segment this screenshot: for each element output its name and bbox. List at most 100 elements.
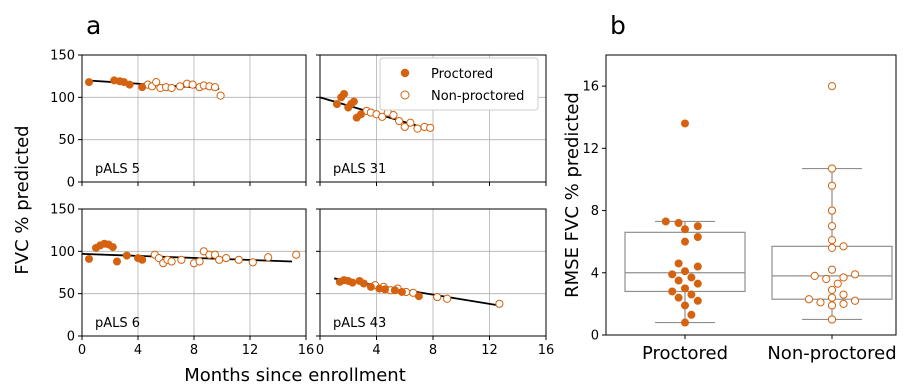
subplot-label: pALS 5 bbox=[95, 162, 140, 177]
proctored-point bbox=[681, 284, 689, 293]
subplot-pals-43: 0 4 8 12 16 pALS 43 bbox=[316, 208, 555, 358]
category-label: Non-proctored bbox=[767, 343, 896, 364]
trend-line bbox=[81, 252, 293, 263]
non-proctored-point bbox=[152, 77, 161, 87]
x-tick-label: 16 bbox=[298, 343, 315, 358]
non-proctored-point bbox=[495, 299, 504, 308]
proctored-point bbox=[125, 80, 134, 89]
non-proctored-point bbox=[175, 82, 185, 91]
non-proctored-point bbox=[413, 124, 422, 133]
x-tick-label: 16 bbox=[538, 343, 555, 358]
y-tick-label: 8 bbox=[591, 204, 599, 219]
subplot-label: pALS 6 bbox=[95, 316, 140, 331]
proctored-point bbox=[380, 285, 389, 294]
non-proctored-point bbox=[389, 111, 398, 120]
non-proctored-point bbox=[822, 274, 831, 284]
non-proctored-point bbox=[216, 91, 225, 100]
subplot-pals-5: 0 50 100 150 pALS 5 bbox=[50, 49, 307, 191]
y-tick-label: 50 bbox=[58, 287, 75, 302]
subplot-pals-6: 0 4 8 12 16 0 50 100 150 pALS 6 bbox=[50, 203, 314, 359]
legend-proctored-marker bbox=[400, 68, 410, 78]
non-proctored-point bbox=[292, 250, 301, 259]
y-tick-label: 0 bbox=[67, 176, 75, 191]
x-tick-label: 8 bbox=[429, 343, 437, 358]
panel-b-y-axis-label: RMSE FVC % predicted bbox=[562, 92, 583, 298]
y-tick-label: 100 bbox=[50, 91, 75, 106]
y-tick-label: 150 bbox=[50, 203, 75, 218]
legend-non-proctored-label: Non-proctored bbox=[431, 89, 524, 104]
proctored-point bbox=[674, 259, 683, 268]
box-proctored bbox=[624, 119, 746, 327]
subplot-label: pALS 43 bbox=[333, 316, 386, 331]
x-tick-label: 4 bbox=[372, 343, 380, 358]
proctored-point bbox=[390, 286, 399, 295]
non-proctored-point bbox=[426, 123, 435, 132]
proctored-point bbox=[85, 254, 93, 263]
proctored-point bbox=[366, 282, 375, 291]
non-proctored-point bbox=[222, 254, 231, 263]
non-proctored-point bbox=[177, 255, 186, 264]
proctored-point bbox=[687, 290, 696, 299]
non-proctored-point bbox=[433, 292, 442, 302]
y-tick-label: 150 bbox=[50, 49, 75, 64]
category-label: Proctored bbox=[642, 343, 728, 364]
non-proctored-point bbox=[827, 243, 837, 252]
y-tick-label: 16 bbox=[582, 80, 599, 95]
proctored-point bbox=[113, 257, 121, 266]
box-non-proctored bbox=[771, 82, 893, 324]
y-tick-label: 0 bbox=[591, 329, 599, 344]
panel-b-label: b bbox=[610, 11, 626, 40]
non-proctored-point bbox=[839, 242, 848, 251]
non-proctored-point bbox=[827, 315, 837, 324]
y-tick-label: 12 bbox=[582, 142, 599, 157]
non-proctored-point bbox=[215, 255, 224, 264]
proctored-point bbox=[340, 89, 349, 98]
non-proctored-point bbox=[839, 299, 848, 308]
proctored-point bbox=[681, 225, 689, 234]
legend-proctored-label: Proctored bbox=[431, 67, 493, 82]
proctored-point bbox=[414, 292, 423, 301]
non-proctored-point bbox=[839, 273, 848, 282]
non-proctored-point bbox=[188, 80, 197, 89]
proctored-point bbox=[693, 296, 702, 305]
non-proctored-point bbox=[167, 257, 176, 266]
non-proctored-point bbox=[810, 271, 819, 280]
proctored-point bbox=[85, 78, 93, 87]
non-proctored-point bbox=[850, 270, 860, 279]
non-proctored-point bbox=[400, 122, 409, 132]
non-proctored-point bbox=[827, 293, 837, 302]
proctored-point bbox=[681, 318, 689, 327]
y-tick-label: 100 bbox=[50, 245, 75, 260]
non-proctored-point bbox=[443, 294, 452, 303]
x-tick-label: 8 bbox=[190, 343, 198, 358]
y-tick-label: 4 bbox=[591, 266, 599, 281]
panel-b-frame bbox=[605, 54, 897, 336]
non-proctored-point bbox=[827, 285, 837, 294]
non-proctored-point bbox=[264, 253, 273, 262]
proctored-point bbox=[693, 222, 702, 231]
proctored-point bbox=[138, 255, 147, 264]
non-proctored-point bbox=[839, 290, 848, 299]
non-proctored-point bbox=[210, 83, 220, 92]
non-proctored-point bbox=[248, 258, 257, 267]
proctored-point bbox=[681, 301, 689, 310]
y-tick-label: 0 bbox=[67, 330, 75, 345]
non-proctored-point bbox=[827, 206, 837, 215]
proctored-point bbox=[348, 278, 357, 287]
subplot-pals-31: pALS 31 bbox=[316, 54, 547, 186]
proctored-point bbox=[681, 119, 689, 128]
panel-a-y-axis-label: FVC % predicted bbox=[12, 125, 33, 274]
non-proctored-point bbox=[827, 222, 837, 231]
non-proctored-point bbox=[827, 164, 837, 173]
legend: Proctored Non-proctored bbox=[379, 57, 539, 111]
proctored-point bbox=[397, 287, 406, 296]
non-proctored-point bbox=[827, 181, 837, 190]
non-proctored-point bbox=[395, 116, 404, 126]
non-proctored-point bbox=[406, 118, 415, 127]
non-proctored-point bbox=[827, 82, 837, 91]
proctored-point bbox=[681, 237, 689, 246]
non-proctored-point bbox=[378, 112, 387, 121]
proctored-point bbox=[687, 310, 696, 319]
